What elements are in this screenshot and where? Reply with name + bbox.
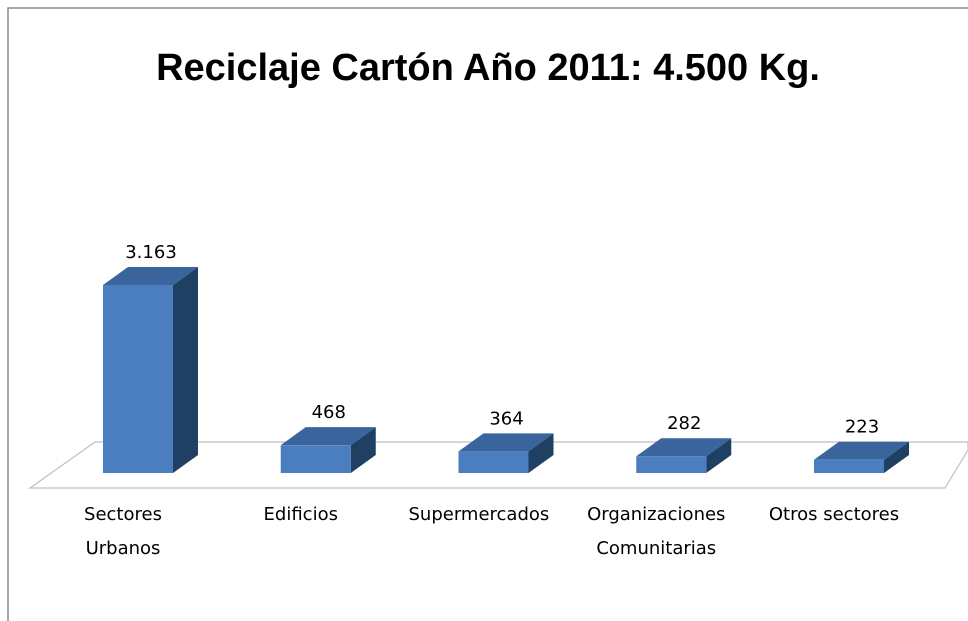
bar-side (528, 433, 554, 473)
value-label: 3.163 (125, 242, 177, 263)
bar-side (350, 427, 376, 473)
bar (280, 445, 351, 473)
bar (458, 451, 529, 473)
bar (103, 285, 173, 473)
x-tick-label: Otros sectores (768, 504, 900, 525)
x-tick-label: Supermercados (408, 504, 550, 525)
bar-side (706, 438, 732, 473)
bar-top (636, 438, 732, 457)
x-tick-label: Sectores Urbanos (84, 504, 162, 559)
bar-top (280, 427, 376, 446)
bar-top (103, 267, 198, 285)
x-tick-label: Edificios (263, 504, 338, 525)
bar-side (173, 267, 198, 473)
bar-top (814, 441, 909, 460)
bar-top (458, 433, 554, 452)
bar-side (884, 441, 909, 473)
value-label: 468 (312, 402, 346, 423)
value-label: 364 (489, 408, 523, 429)
x-tick-label: Organizaciones Comunitarias (587, 504, 726, 559)
value-label: 282 (667, 413, 701, 434)
value-label: 223 (845, 417, 879, 438)
bar (636, 456, 707, 473)
chart-title: Reciclaje Cartón Año 2011: 4.500 Kg. (156, 47, 820, 89)
bar (814, 459, 884, 473)
